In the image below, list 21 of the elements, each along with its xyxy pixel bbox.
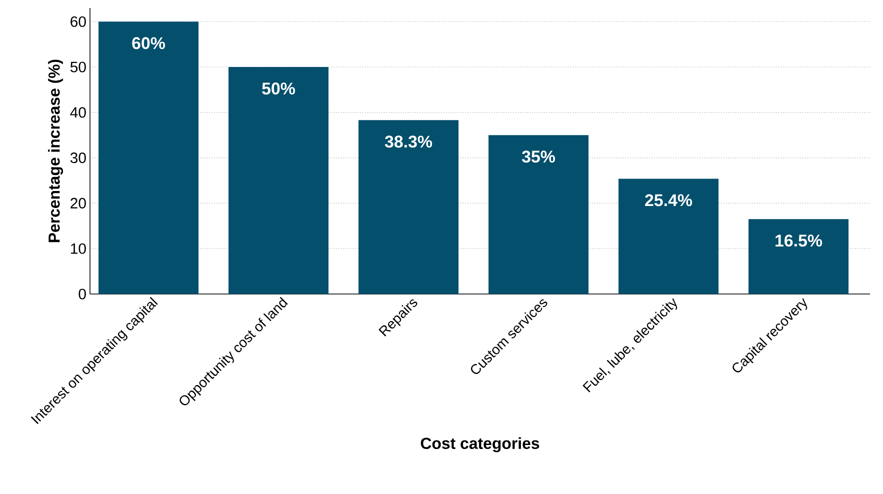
data-label: 16.5% (776, 234, 822, 247)
y-axis-title: Percentage increase (%) (48, 60, 64, 242)
bar (98, 22, 198, 294)
bar (748, 219, 849, 294)
y-tick-label: 10 (71, 243, 86, 254)
bar (358, 120, 459, 294)
y-tick-label: 30 (70, 152, 86, 164)
data-label: 60% (132, 37, 165, 50)
bar (228, 67, 328, 294)
data-label: 38.3% (384, 136, 432, 148)
y-tick-label: 0 (78, 288, 86, 300)
bar (488, 135, 589, 294)
data-label: 50% (262, 82, 295, 95)
y-tick-label: 20 (70, 198, 86, 208)
y-tick-label: 60 (70, 16, 86, 27)
x-axis-title: Cost categories (420, 437, 540, 452)
bar (618, 178, 719, 294)
y-tick-label: 40 (70, 107, 86, 118)
data-label: 25.4% (645, 194, 692, 206)
data-label: 35% (522, 150, 555, 163)
y-tick-label: 50 (70, 62, 86, 72)
